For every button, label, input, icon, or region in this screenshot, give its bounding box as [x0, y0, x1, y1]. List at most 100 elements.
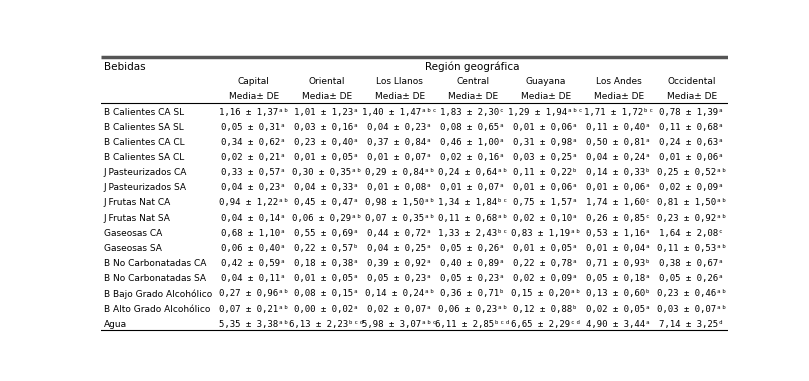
Text: 0,42 ± 0,59ᵃ: 0,42 ± 0,59ᵃ [222, 259, 286, 268]
Text: 0,01 ± 0,05ᵃ: 0,01 ± 0,05ᵃ [294, 274, 359, 283]
Text: 0,08 ± 0,15ᵃ: 0,08 ± 0,15ᵃ [294, 290, 359, 298]
Text: 0,83 ± 1,19ᵃᵇ: 0,83 ± 1,19ᵃᵇ [510, 229, 581, 238]
Text: 0,11 ± 0,53ᵃᵇ: 0,11 ± 0,53ᵃᵇ [657, 244, 726, 253]
Text: 0,03 ± 0,25ᵃ: 0,03 ± 0,25ᵃ [514, 153, 578, 162]
Text: 0,26 ± 0,85ᶜ: 0,26 ± 0,85ᶜ [587, 214, 651, 223]
Text: 1,74 ± 1,60ᶜ: 1,74 ± 1,60ᶜ [587, 199, 651, 208]
Text: 0,04 ± 0,24ᵃ: 0,04 ± 0,24ᵃ [587, 153, 651, 162]
Text: 0,18 ± 0,38ᵃ: 0,18 ± 0,38ᵃ [294, 259, 359, 268]
Text: J Frutas Nat CA: J Frutas Nat CA [104, 199, 171, 208]
Text: J Pasteurizados CA: J Pasteurizados CA [104, 168, 187, 177]
Text: 0,00 ± 0,02ᵃ: 0,00 ± 0,02ᵃ [294, 304, 359, 314]
Text: Capital: Capital [238, 77, 269, 86]
Text: 0,30 ± 0,35ᵃᵇ: 0,30 ± 0,35ᵃᵇ [292, 168, 362, 177]
Text: 5,35 ± 3,38ᵃᵇ: 5,35 ± 3,38ᵃᵇ [218, 320, 289, 329]
Text: 0,34 ± 0,62ᵃ: 0,34 ± 0,62ᵃ [222, 138, 286, 147]
Text: 1,34 ± 1,84ᵇᶜ: 1,34 ± 1,84ᵇᶜ [438, 199, 507, 208]
Text: 0,02 ± 0,05ᵃ: 0,02 ± 0,05ᵃ [587, 304, 651, 314]
Text: 0,07 ± 0,35ᵃᵇ: 0,07 ± 0,35ᵃᵇ [365, 214, 434, 223]
Text: 0,94 ± 1,22ᵃᵇ: 0,94 ± 1,22ᵃᵇ [218, 199, 289, 208]
Text: 0,75 ± 1,57ᵃ: 0,75 ± 1,57ᵃ [514, 199, 578, 208]
Text: Guayana: Guayana [525, 77, 565, 86]
Text: 1,29 ± 1,94ᵃᵇᶜ: 1,29 ± 1,94ᵃᵇᶜ [508, 107, 583, 117]
Text: 0,05 ± 0,26ᵃ: 0,05 ± 0,26ᵃ [659, 274, 724, 283]
Text: 0,24 ± 0,64ᵃᵇ: 0,24 ± 0,64ᵃᵇ [438, 168, 507, 177]
Text: 1,64 ± 2,08ᶜ: 1,64 ± 2,08ᶜ [659, 229, 724, 238]
Text: 0,14 ± 0,24ᵃᵇ: 0,14 ± 0,24ᵃᵇ [365, 290, 434, 298]
Text: Bebidas: Bebidas [104, 62, 146, 72]
Text: B Calientes SA SL: B Calientes SA SL [104, 123, 184, 132]
Text: 1,71 ± 1,72ᵇᶜ: 1,71 ± 1,72ᵇᶜ [583, 107, 654, 117]
Text: 0,23 ± 0,40ᵃ: 0,23 ± 0,40ᵃ [294, 138, 359, 147]
Text: 0,25 ± 0,52ᵃᵇ: 0,25 ± 0,52ᵃᵇ [657, 168, 726, 177]
Text: J Pasteurizados SA: J Pasteurizados SA [104, 183, 187, 192]
Text: Media± DE: Media± DE [375, 92, 425, 101]
Text: 0,29 ± 0,84ᵃᵇ: 0,29 ± 0,84ᵃᵇ [365, 168, 434, 177]
Text: B Calientes CA SL: B Calientes CA SL [104, 107, 184, 117]
Text: 6,13 ± 2,23ᵇᶜᵈ: 6,13 ± 2,23ᵇᶜᵈ [289, 320, 364, 329]
Text: 0,06 ± 0,29ᵃᵇ: 0,06 ± 0,29ᵃᵇ [292, 214, 362, 223]
Text: 0,01 ± 0,06ᵃ: 0,01 ± 0,06ᵃ [587, 183, 651, 192]
Text: 0,03 ± 0,07ᵃᵇ: 0,03 ± 0,07ᵃᵇ [657, 304, 726, 314]
Text: 0,05 ± 0,26ᵃ: 0,05 ± 0,26ᵃ [440, 244, 505, 253]
Text: 0,44 ± 0,72ᵃ: 0,44 ± 0,72ᵃ [367, 229, 432, 238]
Text: Los Andes: Los Andes [595, 77, 642, 86]
Text: Gaseosas CA: Gaseosas CA [104, 229, 162, 238]
Text: 0,06 ± 0,23ᵃᵇ: 0,06 ± 0,23ᵃᵇ [438, 304, 507, 314]
Text: 0,55 ± 0,69ᵃ: 0,55 ± 0,69ᵃ [294, 229, 359, 238]
Text: B Bajo Grado Alcohólico: B Bajo Grado Alcohólico [104, 289, 212, 299]
Text: 0,22 ± 0,78ᵃ: 0,22 ± 0,78ᵃ [514, 259, 578, 268]
Text: 0,02 ± 0,07ᵃ: 0,02 ± 0,07ᵃ [367, 304, 432, 314]
Text: 0,01 ± 0,05ᵃ: 0,01 ± 0,05ᵃ [514, 244, 578, 253]
Text: 0,05 ± 0,23ᵃ: 0,05 ± 0,23ᵃ [440, 274, 505, 283]
Text: 0,03 ± 0,16ᵃ: 0,03 ± 0,16ᵃ [294, 123, 359, 132]
Text: 0,04 ± 0,23ᵃ: 0,04 ± 0,23ᵃ [222, 183, 286, 192]
Text: 0,05 ± 0,18ᵃ: 0,05 ± 0,18ᵃ [587, 274, 651, 283]
Text: B No Carbonatadas SA: B No Carbonatadas SA [104, 274, 205, 283]
Text: 0,50 ± 0,81ᵃ: 0,50 ± 0,81ᵃ [587, 138, 651, 147]
Text: 0,23 ± 0,92ᵃᵇ: 0,23 ± 0,92ᵃᵇ [657, 214, 726, 223]
Text: 0,23 ± 0,46ᵃᵇ: 0,23 ± 0,46ᵃᵇ [657, 290, 726, 298]
Text: 4,90 ± 3,44ᵃ: 4,90 ± 3,44ᵃ [587, 320, 651, 329]
Text: Media± DE: Media± DE [520, 92, 570, 101]
Text: J Frutas Nat SA: J Frutas Nat SA [104, 214, 171, 223]
Text: 0,11 ± 0,68ᵃ: 0,11 ± 0,68ᵃ [659, 123, 724, 132]
Text: 6,65 ± 2,29ᶜᵈ: 6,65 ± 2,29ᶜᵈ [510, 320, 581, 329]
Text: 0,01 ± 0,06ᵃ: 0,01 ± 0,06ᵃ [659, 153, 724, 162]
Text: 5,98 ± 3,07ᵃᵇᶜ: 5,98 ± 3,07ᵃᵇᶜ [362, 320, 437, 329]
Text: 1,40 ± 1,47ᵃᵇᶜ: 1,40 ± 1,47ᵃᵇᶜ [362, 107, 437, 117]
Text: 0,04 ± 0,23ᵃ: 0,04 ± 0,23ᵃ [367, 123, 432, 132]
Text: 0,40 ± 0,89ᵃ: 0,40 ± 0,89ᵃ [440, 259, 505, 268]
Text: 0,13 ± 0,60ᵇ: 0,13 ± 0,60ᵇ [587, 290, 651, 298]
Text: 0,11 ± 0,68ᵃᵇ: 0,11 ± 0,68ᵃᵇ [438, 214, 507, 223]
Text: B No Carbonatadas CA: B No Carbonatadas CA [104, 259, 206, 268]
Text: 0,45 ± 0,47ᵃ: 0,45 ± 0,47ᵃ [294, 199, 359, 208]
Text: 0,98 ± 1,50ᵃᵇ: 0,98 ± 1,50ᵃᵇ [365, 199, 434, 208]
Text: B Alto Grado Alcohólico: B Alto Grado Alcohólico [104, 304, 210, 314]
Text: 0,46 ± 1,00ᵃ: 0,46 ± 1,00ᵃ [440, 138, 505, 147]
Text: 1,33 ± 2,43ᵇᶜ: 1,33 ± 2,43ᵇᶜ [438, 229, 507, 238]
Text: 0,08 ± 0,65ᵃ: 0,08 ± 0,65ᵃ [440, 123, 505, 132]
Text: 0,04 ± 0,33ᵃ: 0,04 ± 0,33ᵃ [294, 183, 359, 192]
Text: 0,01 ± 0,06ᵃ: 0,01 ± 0,06ᵃ [514, 123, 578, 132]
Text: 0,39 ± 0,92ᵃ: 0,39 ± 0,92ᵃ [367, 259, 432, 268]
Text: 0,36 ± 0,71ᵇ: 0,36 ± 0,71ᵇ [440, 290, 505, 298]
Text: Región geográfica: Región geográfica [426, 61, 520, 72]
Text: Occidental: Occidental [667, 77, 716, 86]
Text: 0,07 ± 0,21ᵃᵇ: 0,07 ± 0,21ᵃᵇ [218, 304, 289, 314]
Text: 0,14 ± 0,33ᵇ: 0,14 ± 0,33ᵇ [587, 168, 651, 177]
Text: 0,31 ± 0,98ᵃ: 0,31 ± 0,98ᵃ [514, 138, 578, 147]
Text: 0,02 ± 0,16ᵃ: 0,02 ± 0,16ᵃ [440, 153, 505, 162]
Text: 0,02 ± 0,10ᵃ: 0,02 ± 0,10ᵃ [514, 214, 578, 223]
Text: 0,06 ± 0,40ᵃ: 0,06 ± 0,40ᵃ [222, 244, 286, 253]
Text: Los Llanos: Los Llanos [376, 77, 423, 86]
Text: 0,71 ± 0,93ᵇ: 0,71 ± 0,93ᵇ [587, 259, 651, 268]
Text: 0,27 ± 0,96ᵃᵇ: 0,27 ± 0,96ᵃᵇ [218, 290, 289, 298]
Text: 0,04 ± 0,25ᵃ: 0,04 ± 0,25ᵃ [367, 244, 432, 253]
Text: 0,02 ± 0,09ᵃ: 0,02 ± 0,09ᵃ [514, 274, 578, 283]
Text: Agua: Agua [104, 320, 127, 329]
Text: 0,15 ± 0,20ᵃᵇ: 0,15 ± 0,20ᵃᵇ [510, 290, 581, 298]
Text: 0,53 ± 1,16ᵃ: 0,53 ± 1,16ᵃ [587, 229, 651, 238]
Text: Media± DE: Media± DE [302, 92, 352, 101]
Text: 0,05 ± 0,31ᵃ: 0,05 ± 0,31ᵃ [222, 123, 286, 132]
